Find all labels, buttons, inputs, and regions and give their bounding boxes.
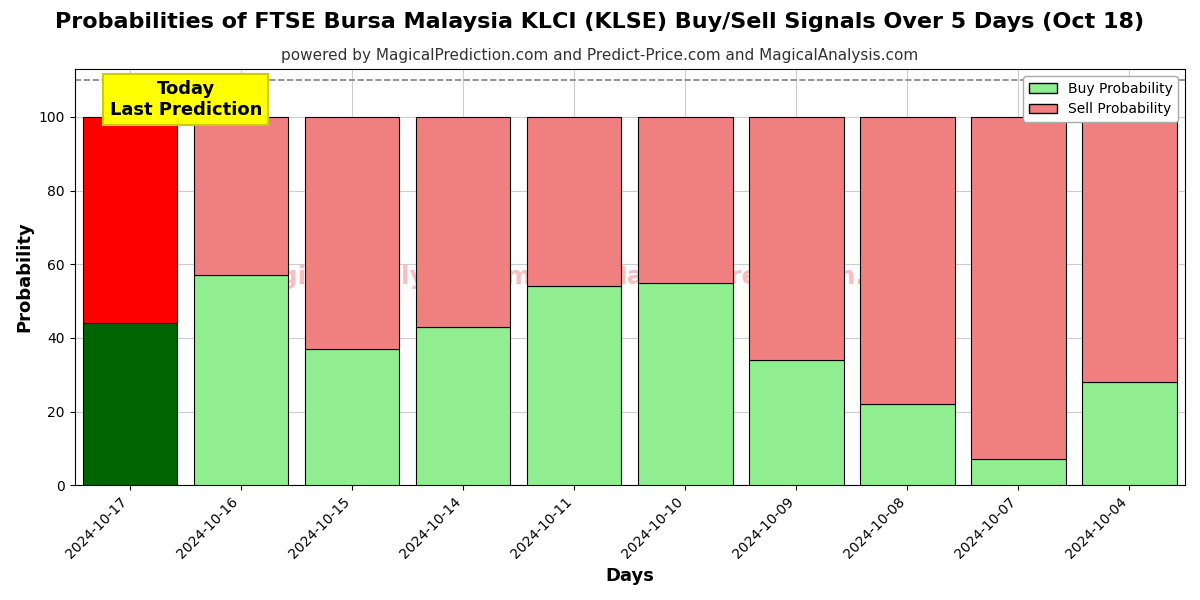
Bar xyxy=(860,404,955,485)
Text: Today
Last Prediction: Today Last Prediction xyxy=(109,80,262,119)
Bar xyxy=(1082,117,1177,382)
Bar xyxy=(194,275,288,485)
Y-axis label: Probability: Probability xyxy=(16,222,34,332)
Bar xyxy=(527,117,622,286)
Bar xyxy=(971,460,1066,485)
Bar xyxy=(305,349,400,485)
Bar xyxy=(527,286,622,485)
Text: MagicalAnalysis.com: MagicalAnalysis.com xyxy=(239,265,533,289)
Bar xyxy=(638,283,732,485)
Bar xyxy=(194,117,288,275)
Bar xyxy=(749,360,844,485)
Bar xyxy=(416,327,510,485)
Text: MagicalPrediction.com: MagicalPrediction.com xyxy=(602,265,924,289)
Bar xyxy=(83,117,178,323)
Text: powered by MagicalPrediction.com and Predict-Price.com and MagicalAnalysis.com: powered by MagicalPrediction.com and Pre… xyxy=(281,48,919,63)
X-axis label: Days: Days xyxy=(605,567,654,585)
Bar xyxy=(305,117,400,349)
Bar xyxy=(749,117,844,360)
Bar xyxy=(1082,382,1177,485)
Bar xyxy=(971,117,1066,460)
Bar xyxy=(638,117,732,283)
Text: Probabilities of FTSE Bursa Malaysia KLCI (KLSE) Buy/Sell Signals Over 5 Days (O: Probabilities of FTSE Bursa Malaysia KLC… xyxy=(55,12,1145,32)
Bar xyxy=(416,117,510,327)
Bar xyxy=(83,323,178,485)
Legend: Buy Probability, Sell Probability: Buy Probability, Sell Probability xyxy=(1024,76,1178,122)
Bar xyxy=(860,117,955,404)
